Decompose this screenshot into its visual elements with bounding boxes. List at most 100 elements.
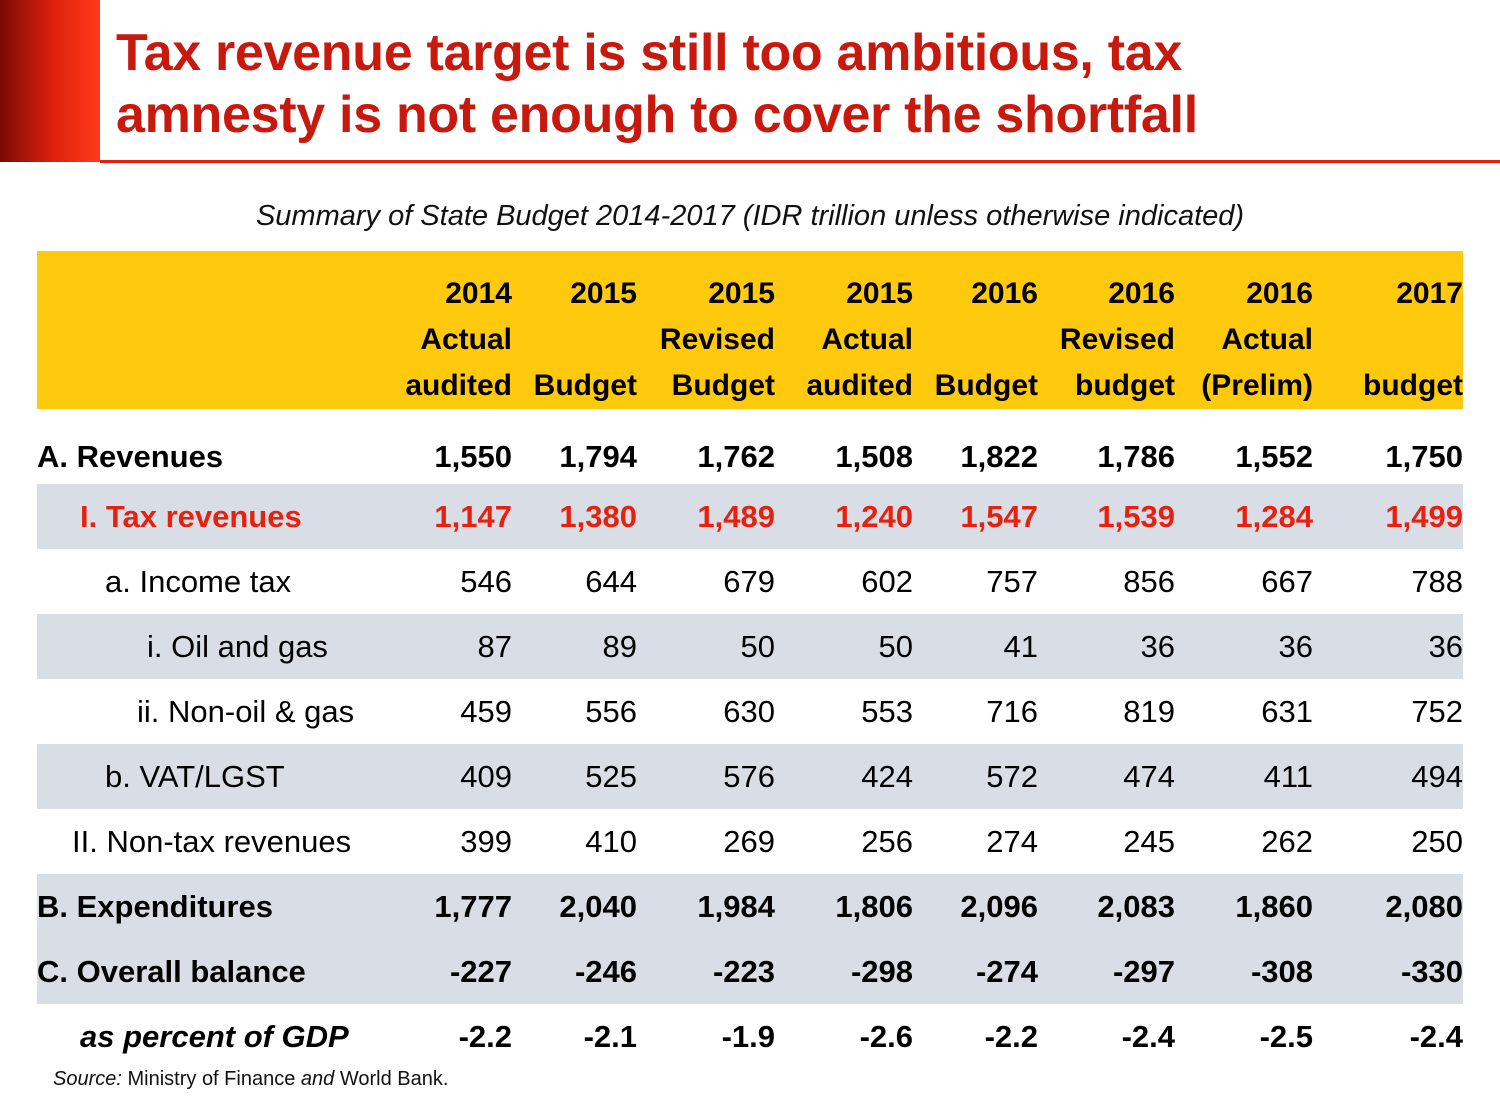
source-prefix: Source: [53,1068,122,1090]
table-cell: 1,284 [1235,498,1313,534]
table-cell: 1,806 [835,888,913,924]
table-cell: 1,499 [1385,498,1463,534]
table-header-row: 2014 Actual audited 2015 Budget 2015 Revised… [37,251,1463,409]
title-divider [100,160,1500,163]
table-cell: 1,822 [960,438,1038,474]
column-header: 2015 Revised Budget [659,277,775,402]
table-row: a. Income tax 546 644 679 602 757 856 66… [37,549,1463,614]
column-header: 2016 Actual (Prelim) [1201,277,1313,402]
row-label: i. Oil and gas [147,628,328,664]
table-cell: -2.2 [458,1018,512,1054]
row-label: I. Tax revenues [80,498,302,534]
page-title: Tax revenue target is still too ambitiou… [116,22,1486,146]
table-cell: 409 [460,758,512,794]
table-cell: 630 [723,693,775,729]
column-header: 2016 Budget [934,277,1038,402]
table-cell: 1,380 [559,498,637,534]
title-line-2: amnesty is not enough to cover the short… [116,86,1198,144]
row-label: B. Expenditures [37,888,273,924]
table-cell: 1,539 [1097,498,1175,534]
source-text-2: World Bank. [334,1068,449,1090]
table-cell: 36 [1428,628,1463,664]
source-text-1: Ministry of Finance [121,1068,301,1090]
table-cell: 50 [878,628,913,664]
table-cell: 602 [861,563,913,599]
table-cell: 474 [1123,758,1175,794]
table-cell: 269 [723,823,775,859]
table-cell: -227 [449,953,512,989]
row-label: A. Revenues [37,438,224,474]
header-label-cell [37,251,387,409]
table-cell: 856 [1123,563,1175,599]
table-cell: -2.4 [1121,1018,1175,1054]
table-row: I. Tax revenues 1,147 1,380 1,489 1,240 … [37,484,1463,549]
table-cell: 1,240 [835,498,913,534]
table-cell: 1,786 [1097,438,1175,474]
table-cell: 50 [740,628,775,664]
table-cell: 553 [861,693,913,729]
row-label: II. Non-tax revenues [72,823,352,859]
table-cell: 274 [986,823,1038,859]
table-row: A. Revenues 1,550 1,794 1,762 1,508 1,82… [37,429,1463,484]
column-header: 2017 budget [1363,277,1463,402]
table-row: i. Oil and gas 87 89 50 50 41 36 36 36 [37,614,1463,679]
table-row: b. VAT/LGST 409 525 576 424 572 474 411 … [37,744,1463,809]
table-cell: -330 [1400,953,1463,989]
table-cell: 572 [986,758,1038,794]
table-row: C. Overall balance -227 -246 -223 -298 -… [37,939,1463,1004]
table-cell: 1,777 [434,888,512,924]
table-cell: 716 [986,693,1038,729]
column-header: 2015 Actual audited [806,277,913,402]
table-cell: 1,552 [1235,438,1313,474]
table-cell: 525 [585,758,637,794]
table-cell: 1,794 [559,438,637,474]
table-cell: 41 [1003,628,1038,664]
table-cell: 1,750 [1385,438,1463,474]
column-header: 2014 Actual audited [405,277,512,402]
source-note: Source: Ministry of Finance and World Ba… [53,1068,448,1091]
table-row: as percent of GDP -2.2 -2.1 -1.9 -2.6 -2… [37,1004,1463,1069]
table-cell: 1,984 [697,888,775,924]
table-cell: 546 [460,563,512,599]
table-cell: 494 [1411,758,1463,794]
spacer-row [37,409,1463,429]
row-label: C. Overall balance [37,953,306,989]
table-cell: 256 [861,823,913,859]
column-header: 2016 Revised budget [1059,277,1175,402]
table-cell: 556 [585,693,637,729]
table-cell: -2.1 [583,1018,637,1054]
table-cell: 87 [477,628,512,664]
table-cell: 399 [460,823,512,859]
table-cell: -246 [574,953,637,989]
table-cell: 411 [1263,758,1313,794]
row-label: a. Income tax [105,563,292,599]
table-cell: -2.4 [1409,1018,1463,1054]
table-cell: 644 [585,563,637,599]
column-header: 2015 Budget [533,277,637,402]
row-label: b. VAT/LGST [105,758,285,794]
table-cell: 2,096 [960,888,1038,924]
source-conjunction: and [300,1068,335,1090]
table-cell: 631 [1261,693,1313,729]
row-label: ii. Non-oil & gas [137,693,355,729]
title-line-1: Tax revenue target is still too ambitiou… [116,24,1182,82]
table-cell: 1,147 [434,498,512,534]
table-cell: -2.5 [1259,1018,1313,1054]
table-cell: -308 [1250,953,1313,989]
table-cell: 788 [1411,563,1463,599]
table-row: ii. Non-oil & gas 459 556 630 553 716 81… [37,679,1463,744]
table-cell: -2.6 [859,1018,913,1054]
table-cell: 1,489 [697,498,775,534]
table-cell: 36 [1278,628,1313,664]
table-cell: -297 [1112,953,1175,989]
table-cell: -274 [975,953,1038,989]
table-cell: 250 [1411,823,1463,859]
table-cell: 679 [723,563,775,599]
table-cell: 2,083 [1097,888,1175,924]
table-row: II. Non-tax revenues 399 410 269 256 274… [37,809,1463,874]
table-cell: 89 [602,628,637,664]
table-cell: -1.9 [721,1018,775,1054]
row-label: as percent of GDP [80,1018,349,1054]
table-cell: 1,547 [960,498,1038,534]
table-cell: 757 [986,563,1038,599]
